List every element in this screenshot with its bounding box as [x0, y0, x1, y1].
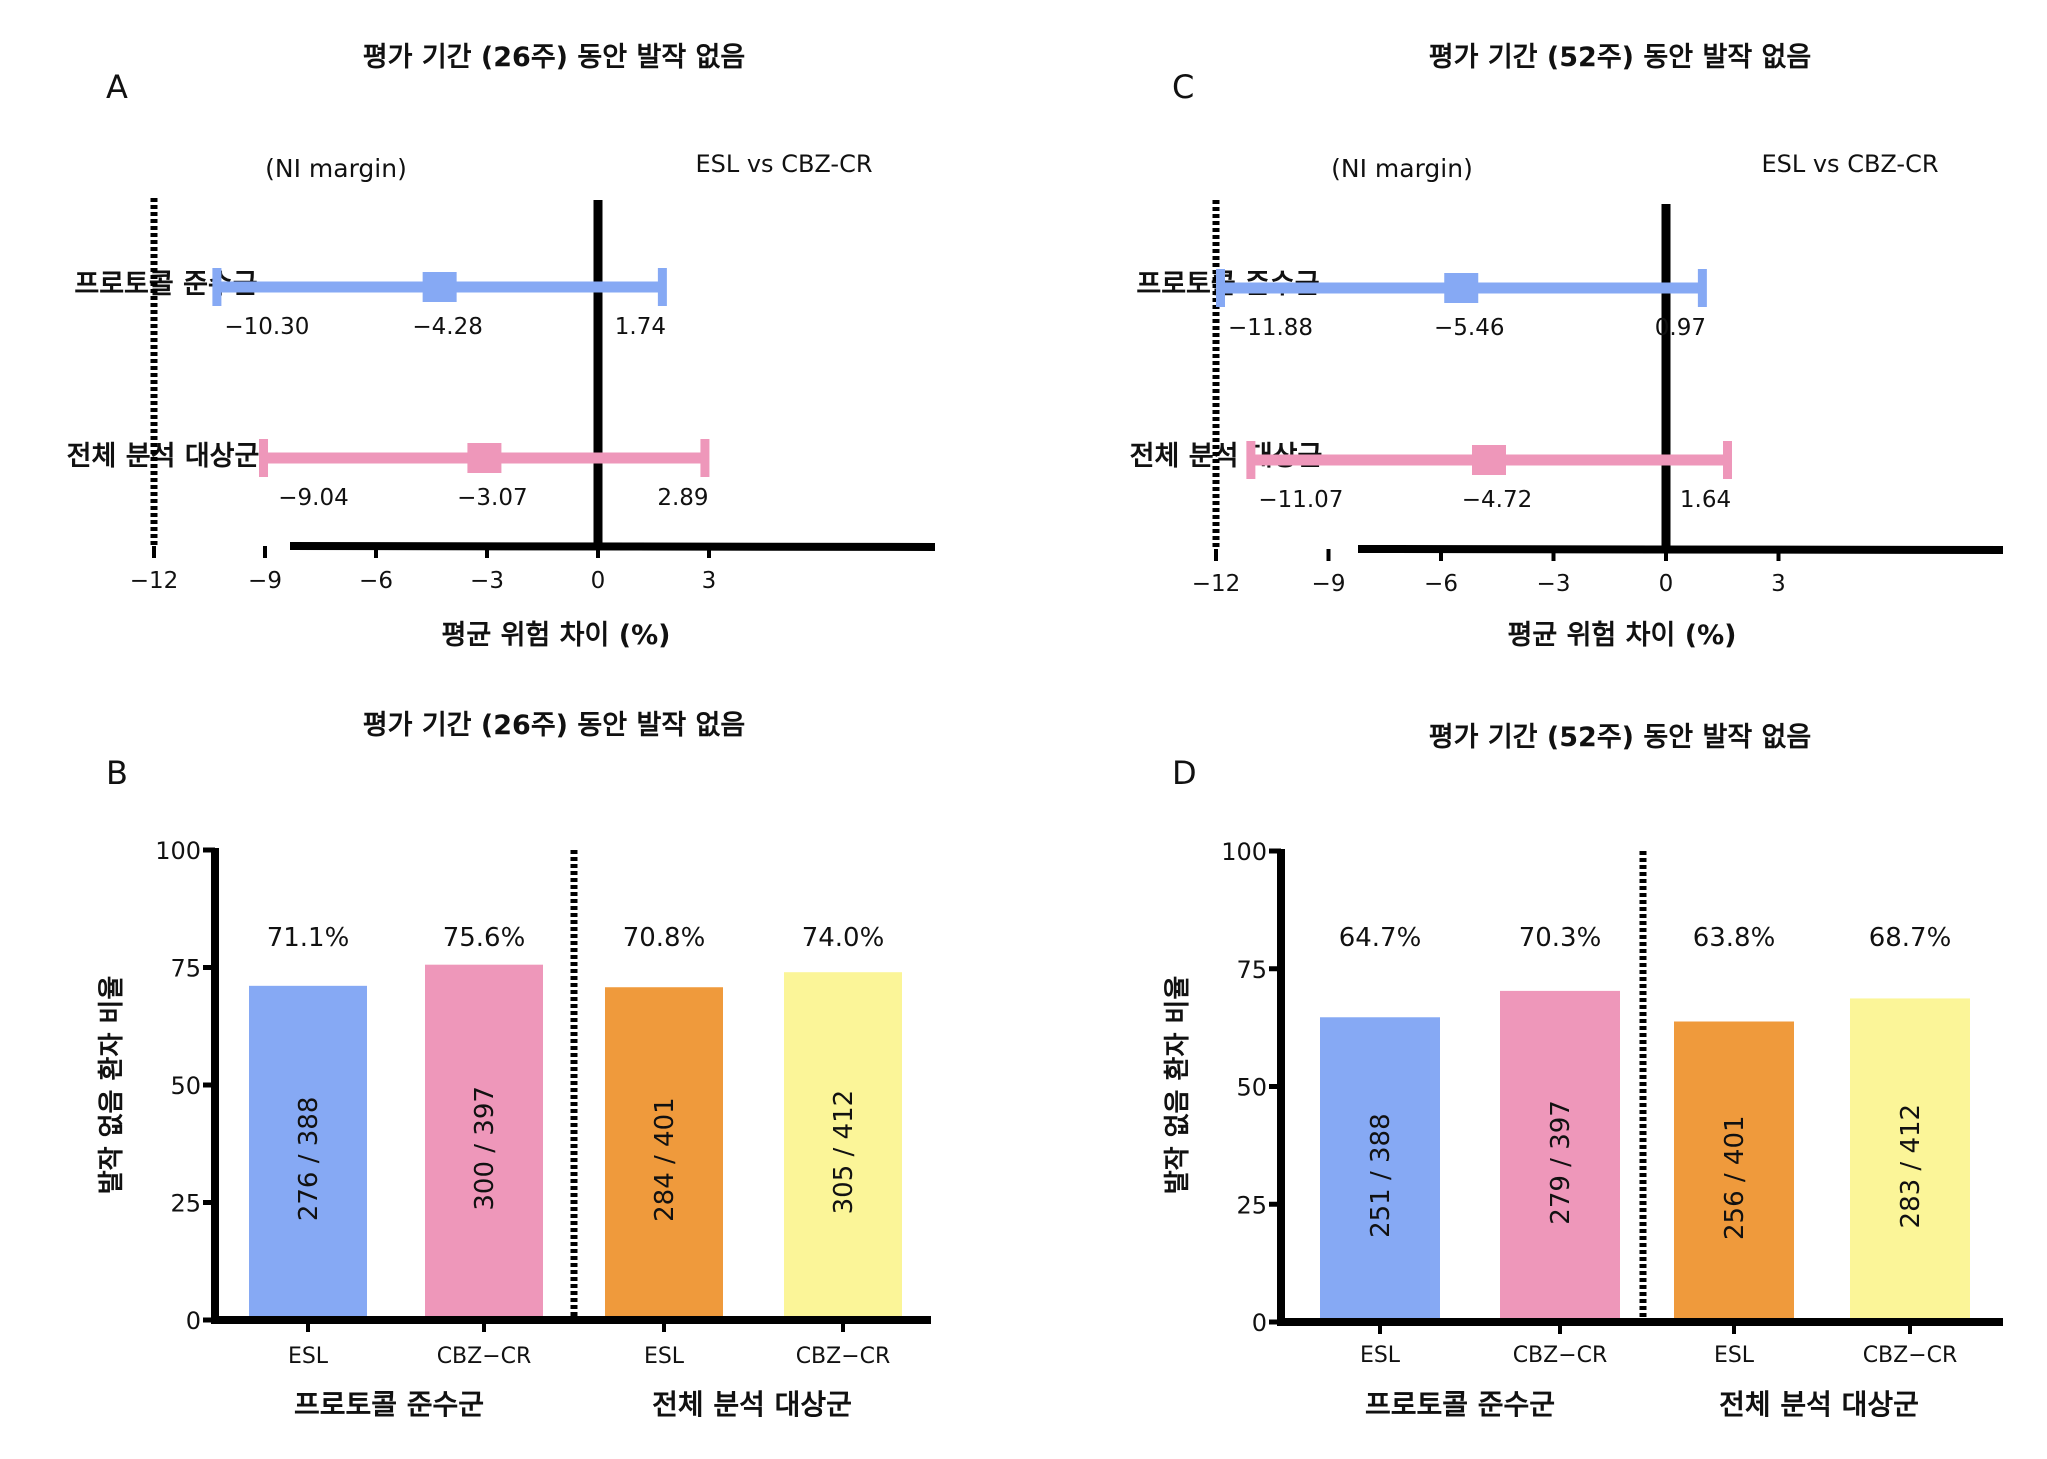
bar-value-label: 63.8%	[1693, 923, 1776, 953]
point-estimate-marker	[1472, 445, 1506, 475]
y-tick-label: 100	[1221, 838, 1267, 866]
x-tick-label: −3	[470, 568, 504, 594]
forest-plot-c: 평가 기간 (52주) 동안 발작 없음 (NI margin) ESL vs …	[1130, 42, 2004, 651]
ci-upper-label: 1.64	[1680, 487, 1731, 513]
y-tick-label: 50	[170, 1072, 201, 1100]
chart-title: 평가 기간 (26주) 동안 발작 없음	[363, 42, 746, 73]
bar-value-label: 68.7%	[1869, 923, 1952, 953]
chart-title: 평가 기간 (26주) 동안 발작 없음	[363, 710, 746, 741]
point-estimate-label: −4.28	[412, 314, 482, 340]
chart-title: 평가 기간 (52주) 동안 발작 없음	[1429, 42, 1812, 73]
bar	[605, 987, 723, 1320]
point-estimate-marker	[422, 272, 457, 302]
ci-lower-label: −9.04	[278, 485, 348, 511]
x-tick-label: −3	[1537, 571, 1571, 597]
x-tick-label: 0	[591, 568, 606, 594]
y-tick-label: 25	[170, 1190, 201, 1218]
y-axis-label: 발작 없음 환자 비율	[97, 976, 127, 1195]
x-tick-label: 3	[1771, 571, 1786, 597]
bar-count-label: 305 / 412	[829, 1090, 859, 1215]
y-tick-label: 50	[1236, 1074, 1267, 1102]
x-axis-line	[1357, 545, 2004, 554]
bar-count-label: 256 / 401	[1720, 1115, 1750, 1240]
x-category-label: ESL	[644, 1344, 685, 1369]
ni-margin-label: (NI margin)	[265, 154, 407, 183]
bar-count-label: 279 / 397	[1546, 1100, 1576, 1225]
bar	[1320, 1017, 1440, 1322]
y-axis-label: 발작 없음 환자 비율	[1163, 976, 1193, 1195]
x-tick-label: −6	[1424, 571, 1458, 597]
x-category-label: CBZ−CR	[796, 1344, 891, 1369]
ci-upper-label: 1.74	[615, 314, 666, 340]
x-category-label: ESL	[1714, 1343, 1755, 1368]
ci-lower-label: −11.07	[1258, 487, 1343, 513]
bar-count-label: 283 / 412	[1896, 1104, 1926, 1229]
bar-value-label: 75.6%	[443, 923, 526, 953]
ci-upper-label: 2.89	[657, 485, 708, 511]
panel-letter-d: D	[1172, 754, 1197, 792]
bar	[249, 985, 367, 1320]
y-tick-label: 75	[1236, 956, 1267, 984]
point-estimate-label: −4.72	[1462, 487, 1532, 513]
panel-letter-a: A	[106, 68, 128, 106]
bar	[784, 972, 902, 1320]
point-estimate-marker	[467, 443, 502, 473]
y-tick-label: 75	[170, 955, 201, 983]
panel-letter-b: B	[106, 754, 128, 792]
x-tick-label: −12	[1192, 571, 1241, 597]
bar-value-label: 74.0%	[802, 923, 885, 953]
ci-lower-label: −11.88	[1228, 315, 1313, 341]
x-tick-label: −9	[248, 568, 282, 594]
bar-chart-d: 평가 기간 (52주) 동안 발작 없음 발작 없음 환자 비율 프로토콜 준수…	[1163, 722, 2003, 1421]
point-estimate-label: −3.07	[457, 485, 527, 511]
bar-chart-b: 평가 기간 (26주) 동안 발작 없음 발작 없음 환자 비율 프로토콜 준수…	[97, 710, 931, 1421]
group-label-full-analysis: 전체 분석 대상군	[652, 1388, 852, 1421]
x-tick-label: 0	[1659, 571, 1674, 597]
bar	[1674, 1021, 1794, 1322]
x-axis-label: 평균 위험 차이 (%)	[442, 620, 671, 651]
x-axis-label: 평균 위험 차이 (%)	[1508, 620, 1737, 651]
bar-count-label: 276 / 388	[294, 1097, 324, 1222]
y-tick-label: 0	[186, 1307, 201, 1335]
x-category-label: ESL	[288, 1344, 329, 1369]
comparison-label: ESL vs CBZ-CR	[695, 150, 872, 178]
comparison-label: ESL vs CBZ-CR	[1761, 150, 1938, 178]
x-tick-label: 3	[702, 568, 717, 594]
forest-plot-a: 평가 기간 (26주) 동안 발작 없음 (NI margin) ESL vs …	[67, 42, 936, 651]
ni-margin-label: (NI margin)	[1331, 154, 1473, 183]
bar-count-label: 300 / 397	[470, 1086, 500, 1211]
ci-upper-label: 0.97	[1655, 315, 1706, 341]
bar-value-label: 64.7%	[1339, 923, 1422, 953]
x-category-label: ESL	[1360, 1343, 1401, 1368]
group-label-per-protocol: 프로토콜 준수군	[1365, 1388, 1555, 1421]
bar	[425, 964, 543, 1320]
y-tick-label: 0	[1252, 1309, 1267, 1337]
bar-value-label: 71.1%	[267, 923, 350, 953]
group-label-full-analysis: 전체 분석 대상군	[1719, 1388, 1919, 1421]
x-category-label: CBZ−CR	[437, 1344, 532, 1369]
row-label-full-analysis: 전체 분석 대상군	[67, 441, 260, 472]
y-tick-label: 100	[155, 837, 201, 865]
y-tick-label: 25	[1236, 1191, 1267, 1219]
x-axis-line	[289, 542, 936, 551]
point-estimate-marker	[1444, 273, 1479, 303]
bar-count-label: 251 / 388	[1366, 1113, 1396, 1238]
chart-title: 평가 기간 (52주) 동안 발작 없음	[1429, 722, 1812, 753]
x-tick-label: −9	[1312, 571, 1346, 597]
bar-count-label: 284 / 401	[650, 1097, 680, 1222]
bar	[1850, 998, 1970, 1322]
bar-value-label: 70.3%	[1519, 923, 1602, 953]
x-tick-label: −6	[359, 568, 393, 594]
x-category-label: CBZ−CR	[1863, 1343, 1958, 1368]
ci-lower-label: −10.30	[224, 314, 309, 340]
point-estimate-label: −5.46	[1434, 315, 1504, 341]
panel-letter-c: C	[1172, 68, 1194, 106]
x-tick-label: −12	[130, 568, 179, 594]
x-category-label: CBZ−CR	[1513, 1343, 1608, 1368]
group-label-per-protocol: 프로토콜 준수군	[294, 1388, 484, 1421]
bar	[1500, 990, 1620, 1322]
bar-value-label: 70.8%	[623, 923, 706, 953]
